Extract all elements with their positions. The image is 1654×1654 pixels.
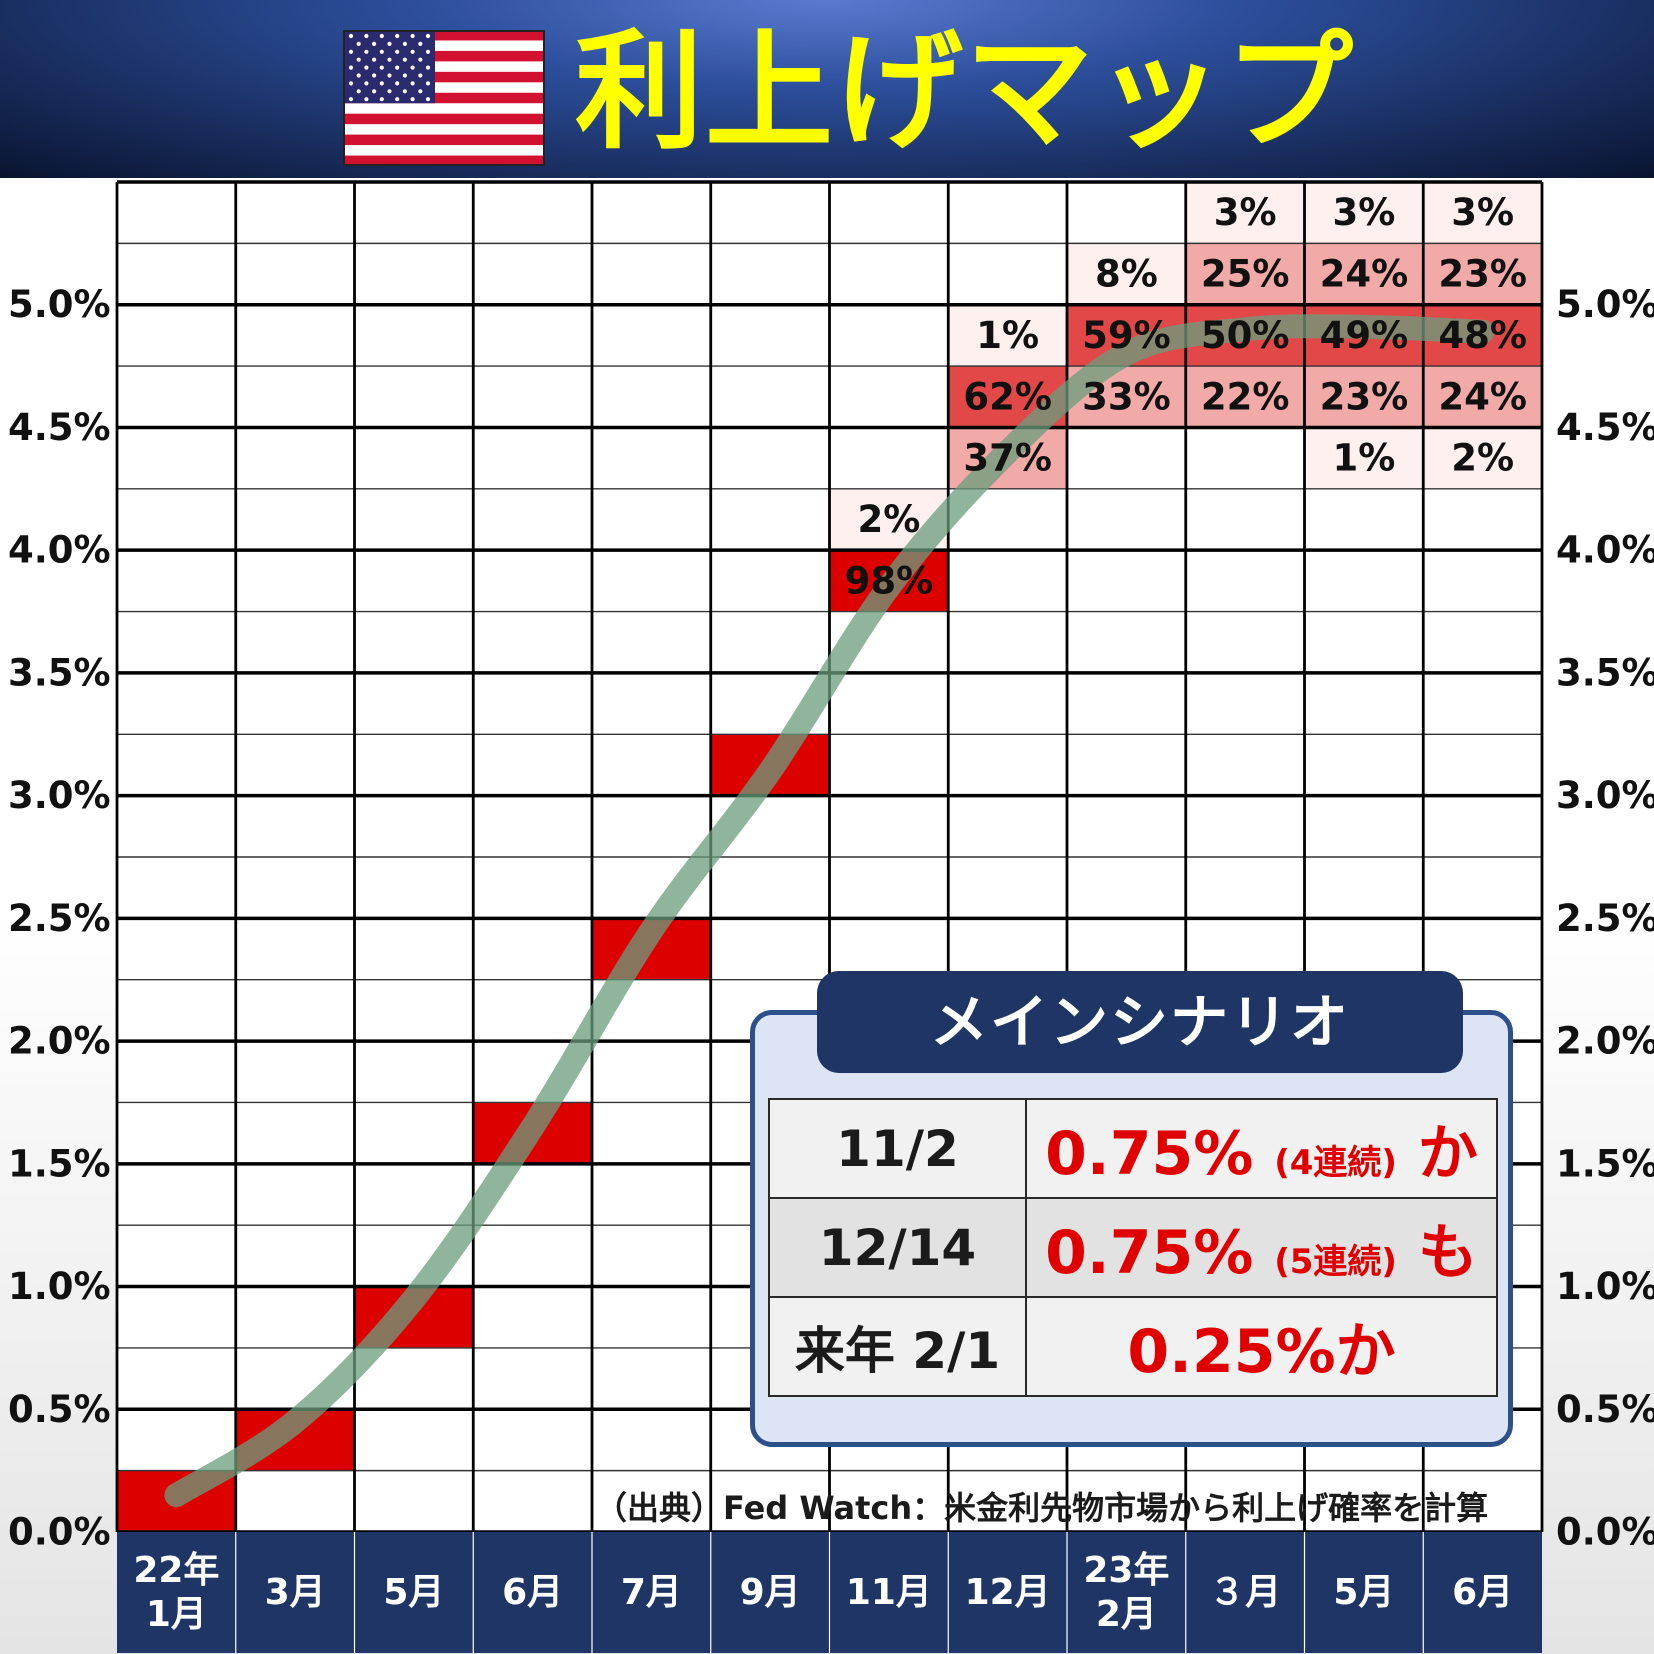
x-tick-label: 6月 — [502, 1572, 563, 1613]
cell-label: 3% — [1214, 191, 1277, 234]
cell-label: 22% — [1201, 375, 1290, 418]
y-tick-label-left: 5.0% — [8, 283, 111, 326]
cell-label: 33% — [1082, 375, 1171, 418]
scenario-date: 12/14 — [768, 1197, 1027, 1298]
scenario-suffix: か — [1396, 1119, 1478, 1189]
x-tick-label: ３月 — [1209, 1572, 1281, 1613]
cell-label: 98% — [845, 559, 934, 602]
y-tick-label-left: 3.5% — [8, 651, 111, 694]
x-tick-label: 23年 2月 — [1083, 1550, 1169, 1635]
heatmap-cell — [1067, 243, 1186, 305]
x-tick-label: 6月 — [1452, 1572, 1513, 1613]
cell-label: 23% — [1438, 253, 1527, 296]
scenario-table: 11/2 0.75% (4連続) か 12/14 0.75% (5連続) も 来… — [768, 1098, 1498, 1397]
cell-label: 3% — [1451, 191, 1514, 234]
scenario-date: 来年 2/1 — [768, 1296, 1027, 1397]
cell-label: 48% — [1438, 314, 1527, 357]
x-tick-label: 11月 — [846, 1572, 932, 1613]
cell-label: 1% — [1332, 437, 1395, 480]
cell-label: 62% — [963, 375, 1052, 418]
scenario-date: 11/2 — [768, 1098, 1027, 1199]
heatmap-cell — [1185, 366, 1305, 428]
scenario-value: 0.25%か — [1127, 1317, 1396, 1387]
cell-label: 59% — [1082, 314, 1171, 357]
cell-label: 2% — [1451, 437, 1514, 480]
y-tick-label-left: 0.5% — [8, 1388, 111, 1431]
y-tick-label-right: 0.0% — [1556, 1511, 1654, 1554]
scenario-value: 0.75% — [1045, 1119, 1254, 1189]
cell-label: 24% — [1438, 375, 1527, 418]
y-tick-label-left: 4.0% — [8, 529, 111, 572]
x-tick-label: 3月 — [265, 1572, 326, 1613]
page-title: 利上げマップ — [575, 18, 1356, 167]
scenario-row: 12/14 0.75% (5連続) も — [768, 1197, 1498, 1298]
cell-label: 49% — [1320, 314, 1409, 357]
scenario-note: (4連続) — [1274, 1143, 1397, 1183]
y-tick-label-left: 2.5% — [8, 897, 111, 940]
y-tick-label-right: 4.0% — [1556, 529, 1654, 572]
heatmap-cell — [1423, 243, 1542, 305]
y-tick-label-left: 2.0% — [8, 1020, 111, 1063]
scenario-value-cell: 0.25%か — [1025, 1296, 1498, 1397]
x-tick-label: 5月 — [1333, 1572, 1394, 1613]
y-tick-label-right: 0.5% — [1556, 1388, 1654, 1431]
heatmap-cell — [1304, 243, 1424, 305]
scenario-value: 0.75% — [1045, 1218, 1254, 1288]
heatmap-cell — [1185, 182, 1305, 244]
y-tick-label-right: 4.5% — [1556, 406, 1654, 449]
scenario-value-cell: 0.75% (5連続) も — [1025, 1197, 1498, 1298]
cell-label: 24% — [1320, 253, 1409, 296]
trend-line — [164, 314, 1495, 1508]
scenario-heading: メインシナリオ — [817, 971, 1463, 1073]
cell-label: 2% — [857, 498, 920, 541]
y-tick-label-left: 1.5% — [8, 1142, 111, 1185]
cell-label: 23% — [1320, 375, 1409, 418]
source-note: （出典）Fed Watch：米金利先物市場から利上げ確率を計算 — [595, 1489, 1489, 1527]
y-tick-label-right: 2.5% — [1556, 897, 1654, 940]
heatmap-cell — [1304, 427, 1424, 489]
scenario-value-cell: 0.75% (4連続) か — [1025, 1098, 1498, 1199]
heatmap-cell — [1304, 366, 1424, 428]
heatmap-cell — [1423, 366, 1542, 428]
heatmap-cell — [1423, 182, 1542, 244]
heatmap-cell — [1185, 243, 1305, 305]
scenario-note: (5連続) — [1274, 1242, 1397, 1282]
scenario-row: 11/2 0.75% (4連続) か — [768, 1098, 1498, 1199]
heatmap-cell — [948, 304, 1067, 367]
cell-label: 3% — [1332, 191, 1395, 234]
y-tick-label-right: 3.0% — [1556, 774, 1654, 817]
cell-label: 8% — [1095, 253, 1158, 296]
scenario-suffix: も — [1396, 1218, 1478, 1288]
us-flag-icon — [343, 30, 545, 166]
cell-label: 50% — [1201, 314, 1290, 357]
heatmap-cell — [1304, 182, 1424, 244]
x-tick-label: 5月 — [383, 1572, 444, 1613]
y-tick-label-right: 1.0% — [1556, 1265, 1654, 1308]
y-tick-label-left: 3.0% — [8, 774, 111, 817]
header-banner: 利上げマップ — [0, 0, 1654, 178]
y-tick-label-left: 4.5% — [8, 406, 111, 449]
x-tick-label: 7月 — [621, 1572, 682, 1613]
y-tick-label-left: 1.0% — [8, 1265, 111, 1308]
y-tick-label-right: 1.5% — [1556, 1142, 1654, 1185]
cell-label: 25% — [1201, 253, 1290, 296]
y-tick-label-left: 0.0% — [8, 1511, 111, 1554]
heatmap-cell — [1423, 427, 1542, 489]
scenario-row: 来年 2/1 0.25%か — [768, 1296, 1498, 1397]
x-tick-label: 9月 — [740, 1572, 801, 1613]
cell-label: 1% — [976, 314, 1039, 357]
x-tick-label: 22年 1月 — [133, 1550, 219, 1635]
y-tick-label-right: 3.5% — [1556, 651, 1654, 694]
y-tick-label-right: 5.0% — [1556, 283, 1654, 326]
cell-label: 37% — [963, 437, 1052, 480]
y-tick-label-right: 2.0% — [1556, 1020, 1654, 1063]
x-tick-label: 12月 — [965, 1572, 1051, 1613]
